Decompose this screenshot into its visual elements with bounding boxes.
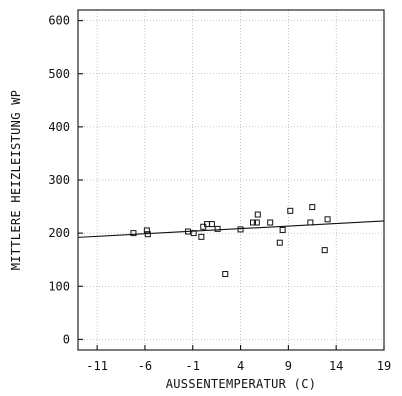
data-point-square bbox=[184, 228, 191, 235]
data-point-square bbox=[267, 219, 274, 226]
x-tick-label: -11 bbox=[86, 359, 108, 373]
x-tick-label: 14 bbox=[329, 359, 343, 373]
grid-layer bbox=[78, 10, 385, 350]
data-point-square bbox=[198, 233, 205, 240]
data-point-square bbox=[307, 219, 314, 226]
trend-line bbox=[77, 220, 385, 238]
data-point-square bbox=[309, 204, 316, 211]
data-point-square bbox=[143, 227, 150, 234]
data-point-square bbox=[237, 226, 244, 233]
x-tick-label: 4 bbox=[237, 359, 244, 373]
data-point-square bbox=[214, 225, 221, 232]
data-point-square bbox=[287, 207, 294, 214]
data-point-square bbox=[144, 231, 151, 238]
y-tick-label: 300 bbox=[48, 173, 70, 187]
trend-line-layer bbox=[77, 220, 385, 238]
data-point-square bbox=[253, 219, 260, 226]
data-point-square bbox=[208, 221, 215, 228]
y-tick-label: 400 bbox=[48, 120, 70, 134]
data-point-square bbox=[190, 230, 197, 237]
data-point-square bbox=[254, 211, 261, 218]
x-tick-label: 19 bbox=[377, 359, 391, 373]
x-tick-label: -6 bbox=[138, 359, 152, 373]
y-axis-label: MITTLERE HEIZLEISTUNG WP bbox=[9, 90, 23, 271]
data-point-square bbox=[249, 219, 256, 226]
data-point-square bbox=[321, 247, 328, 254]
x-axis-label: AUSSENTEMPERATUR (C) bbox=[166, 377, 317, 391]
data-point-layer bbox=[130, 204, 331, 278]
y-tick-label: 100 bbox=[48, 279, 70, 293]
data-point-square bbox=[279, 226, 286, 233]
y-tick-label: 500 bbox=[48, 67, 70, 81]
data-point-square bbox=[324, 216, 331, 223]
data-point-square bbox=[222, 271, 229, 278]
data-point-square bbox=[130, 230, 137, 237]
data-point-square bbox=[276, 239, 283, 246]
y-tick-label: 0 bbox=[63, 332, 70, 346]
y-tick-label: 200 bbox=[48, 226, 70, 240]
tick-layer: -11 -6 -1 4 9 14 19 0 100 200 300 400 500 600 bbox=[48, 14, 391, 373]
x-tick-label: -1 bbox=[186, 359, 200, 373]
x-tick-label: 9 bbox=[285, 359, 292, 373]
y-tick-label: 600 bbox=[48, 14, 70, 28]
